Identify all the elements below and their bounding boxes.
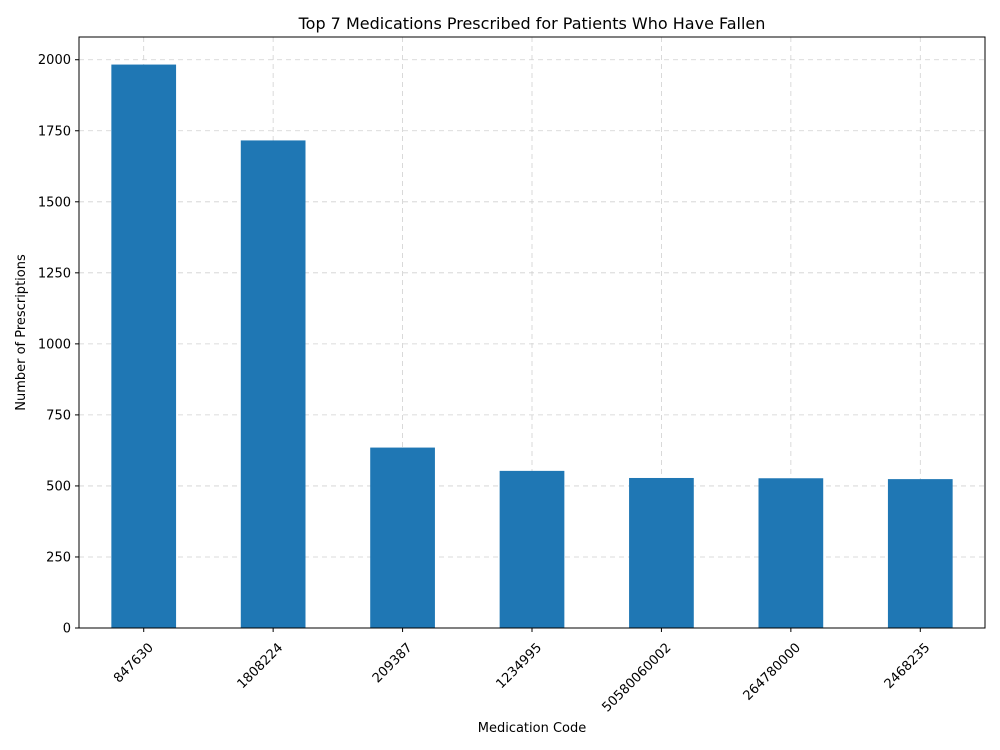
x-tick-label: 1234995 — [493, 640, 545, 692]
bar-layer — [111, 64, 953, 629]
bar — [499, 470, 565, 628]
y-tick-label: 1750 — [38, 124, 71, 139]
y-tick-label: 0 — [63, 622, 71, 637]
x-tick-label: 264780000 — [741, 640, 804, 703]
x-tick-label: 209387 — [370, 640, 416, 686]
y-tick-label: 2000 — [38, 53, 71, 68]
x-tick-label: 2468235 — [882, 640, 934, 692]
bar — [887, 479, 953, 628]
bar — [629, 477, 694, 628]
x-tick-label: 847630 — [111, 640, 157, 686]
bar — [111, 64, 177, 629]
y-tick-label: 250 — [46, 550, 71, 565]
y-tick-label: 1500 — [38, 195, 71, 210]
y-tick-label: 500 — [46, 479, 71, 494]
y-tick-label: 750 — [46, 408, 71, 423]
y-axis-label: Number of Prescriptions — [14, 254, 29, 411]
bar — [240, 140, 306, 629]
bar — [370, 447, 435, 628]
y-tick-label: 1000 — [38, 337, 71, 352]
chart-title: Top 7 Medications Prescribed for Patient… — [298, 14, 766, 33]
bar — [758, 478, 824, 628]
x-axis-label: Medication Code — [478, 721, 587, 736]
y-tick-label: 1250 — [38, 266, 71, 281]
x-tick-label: 1808224 — [235, 640, 287, 692]
x-tick-label: 50580060002 — [600, 640, 675, 715]
